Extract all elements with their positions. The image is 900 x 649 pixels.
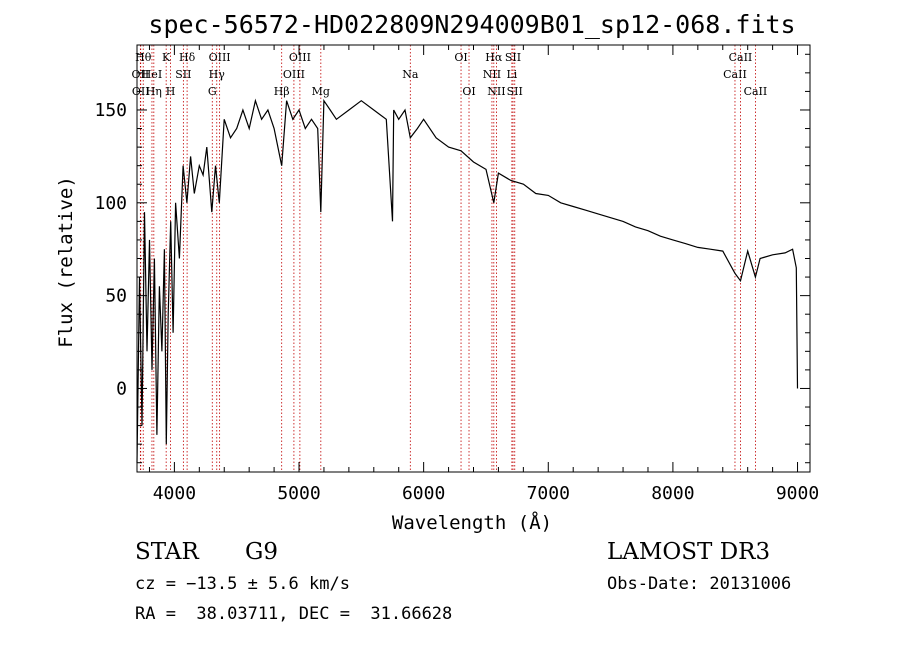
line-label: OIII	[283, 68, 305, 81]
line-label: K	[162, 51, 171, 64]
line-label: G	[208, 85, 217, 98]
x-tick-label: 8000	[651, 483, 694, 504]
line-label: SII	[175, 68, 191, 81]
line-label: Hγ	[209, 68, 226, 81]
line-label: HeI	[142, 68, 162, 81]
redshift-value: cz = −13.5 ± 5.6 km/s	[135, 574, 350, 594]
y-axis-label: Flux (relative)	[55, 176, 77, 348]
line-label: NII	[483, 68, 501, 81]
line-label: OII	[132, 85, 150, 98]
line-label: SII	[505, 51, 521, 64]
y-tick-label: 50	[105, 286, 127, 307]
object-subclass: G9	[245, 539, 279, 565]
line-label: Hα	[485, 51, 503, 64]
y-axis: 0 50 100 150	[94, 53, 810, 464]
line-label: OI	[454, 51, 467, 64]
y-tick-label: 0	[116, 378, 127, 399]
x-axis-label: Wavelength (Å)	[392, 511, 552, 534]
survey-name: LAMOST DR3	[607, 539, 771, 565]
chart-title: spec-56572-HD022809N294009B01_sp12-068.f…	[148, 10, 795, 39]
line-label: H	[166, 85, 176, 98]
spectrum-line	[136, 98, 799, 463]
x-tick-label: 9000	[776, 483, 819, 504]
line-label: Hδ	[179, 51, 196, 64]
line-label: Li	[506, 68, 517, 81]
line-label: OIII	[209, 51, 231, 64]
x-tick-label: 6000	[402, 483, 445, 504]
line-label: CaII	[723, 68, 747, 81]
x-axis: 4000 5000 6000 7000 8000 9000	[148, 45, 819, 504]
line-label: Hβ	[274, 85, 290, 98]
x-tick-label: 7000	[527, 483, 570, 504]
obs-date: Obs-Date: 20131006	[607, 574, 792, 594]
x-tick-label: 5000	[277, 483, 320, 504]
line-label: Hη	[146, 85, 162, 98]
y-tick-label: 150	[94, 100, 127, 121]
line-label: CaII	[744, 85, 768, 98]
line-markers	[139, 45, 756, 472]
line-label: OIII	[289, 51, 311, 64]
x-tick-label: 4000	[153, 483, 196, 504]
y-tick-label: 100	[94, 193, 127, 214]
line-label: Mg	[312, 85, 330, 98]
line-label: OI	[462, 85, 475, 98]
plot-frame	[136, 44, 811, 473]
line-label: CaII	[729, 51, 753, 64]
line-label: Na	[402, 68, 419, 81]
line-label: SII	[507, 85, 523, 98]
line-label: NII	[487, 85, 505, 98]
line-label: Hθ	[135, 51, 152, 64]
line-label: OII	[132, 68, 150, 81]
object-class: STAR	[135, 539, 199, 565]
ra-dec: RA = 38.03711, DEC = 31.66628	[135, 604, 453, 624]
